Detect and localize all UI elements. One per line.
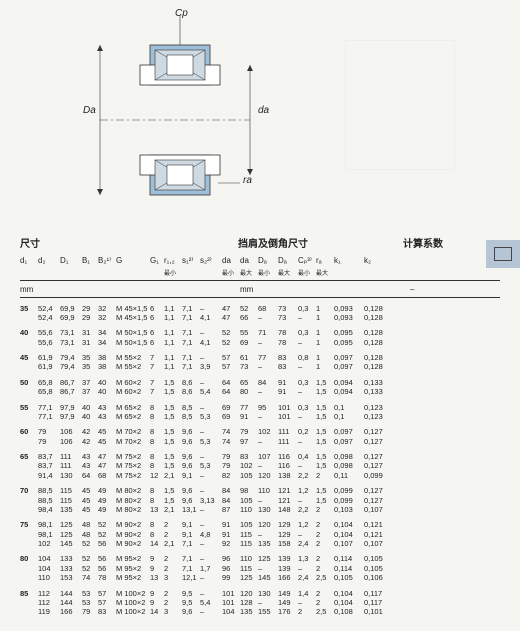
- table-row: 1101537478M 95×213312,1–991251451662,42,…: [20, 573, 500, 582]
- table-row: 4055,673,13134M 50×1,561,17,1–525571780,…: [20, 328, 500, 337]
- table-row: 851121445357M 100×2929,5–1011201301491,4…: [20, 589, 500, 598]
- table-row: 801041335256M 95×2927,1–961101251391,320…: [20, 554, 500, 563]
- table-row: 52,469,92932M 45×1,561,17,14,14766–73–10…: [20, 313, 500, 322]
- label-da-right: da: [258, 105, 269, 116]
- unit-row: mm mm –: [20, 282, 500, 298]
- data-table: 尺寸 挡肩及倒角尺寸 计算系数 d₁ d₂ D₁ B₁ B₂¹⁾ G G₁ r₁…: [20, 235, 500, 623]
- hdr-dimensions: 尺寸: [20, 235, 238, 250]
- table-row: 88,51154549M 80×281,59,63,1384105–121–1,…: [20, 496, 500, 505]
- table-row: 65,886,73740M 60×271,58,65,46480–91–1,50…: [20, 387, 500, 396]
- table-row: 77,197,94043M 65×281,58,55,36991–101–1,5…: [20, 412, 500, 421]
- bearing-diagram: [100, 15, 250, 205]
- table-row: 5577,197,94043M 65×281,58,5–6977951010,3…: [20, 403, 500, 412]
- table-row: 1121445357M 100×2929,55,4101128–149–20,1…: [20, 598, 500, 607]
- label-da-left: Da: [83, 105, 96, 116]
- hdr-shoulder: 挡肩及倒角尺寸: [238, 235, 403, 250]
- table-row: 7598,11254852M 90×2829,1–911051201291,22…: [20, 520, 500, 529]
- table-row: 98,41354549M 80×2132,113,1–871101301482,…: [20, 505, 500, 514]
- column-headers: d₁ d₂ D₁ B₁ B₂¹⁾ G G₁ r₁,₂最小 s₁²⁾ s₂²⁾ d…: [20, 256, 500, 281]
- table-row: 1191667983M 100×21439,6–10413515517622,5…: [20, 607, 500, 616]
- table-row: 6583,71114347M 75×281,59,6–79831071160,4…: [20, 452, 500, 461]
- table-row: 3552,469,92932M 45×1,561,17,1–475268730,…: [20, 304, 500, 313]
- table-row: 55,673,13134M 50×1,561,17,14,15269–78–10…: [20, 338, 500, 347]
- hdr-calc: 计算系数: [403, 235, 493, 250]
- table-row: 1021455256M 90×2142,17,1–921151351582,42…: [20, 539, 500, 548]
- table-row: 61,979,43538M 55×271,17,13,95773–83–10,0…: [20, 362, 500, 371]
- table-row: 1041335256M 95×2927,11,796115–139–20,114…: [20, 564, 500, 573]
- ghost-diagram: [345, 40, 455, 170]
- table-row: 83,71114347M 75×281,59,65,379102–116–1,5…: [20, 461, 500, 470]
- table-row: 791064245M 70×281,59,65,37497–111–1,50,0…: [20, 437, 500, 446]
- table-row: 5065,886,73740M 60×271,58,6–646584910,31…: [20, 378, 500, 387]
- table-row: 91,41306468M 75×2122,19,1–821051201382,2…: [20, 471, 500, 480]
- table-row: 60791064245M 70×281,59,6–74791021110,21,…: [20, 427, 500, 436]
- table-row: 4561,979,43538M 55×271,17,1–576177830,81…: [20, 353, 500, 362]
- table-row: 98,11254852M 90×2829,14,891115–129–20,10…: [20, 530, 500, 539]
- table-body: 3552,469,92932M 45×1,561,17,1–475268730,…: [20, 304, 500, 617]
- table-row: 7088,51154549M 80×281,59,6–84981101211,2…: [20, 486, 500, 495]
